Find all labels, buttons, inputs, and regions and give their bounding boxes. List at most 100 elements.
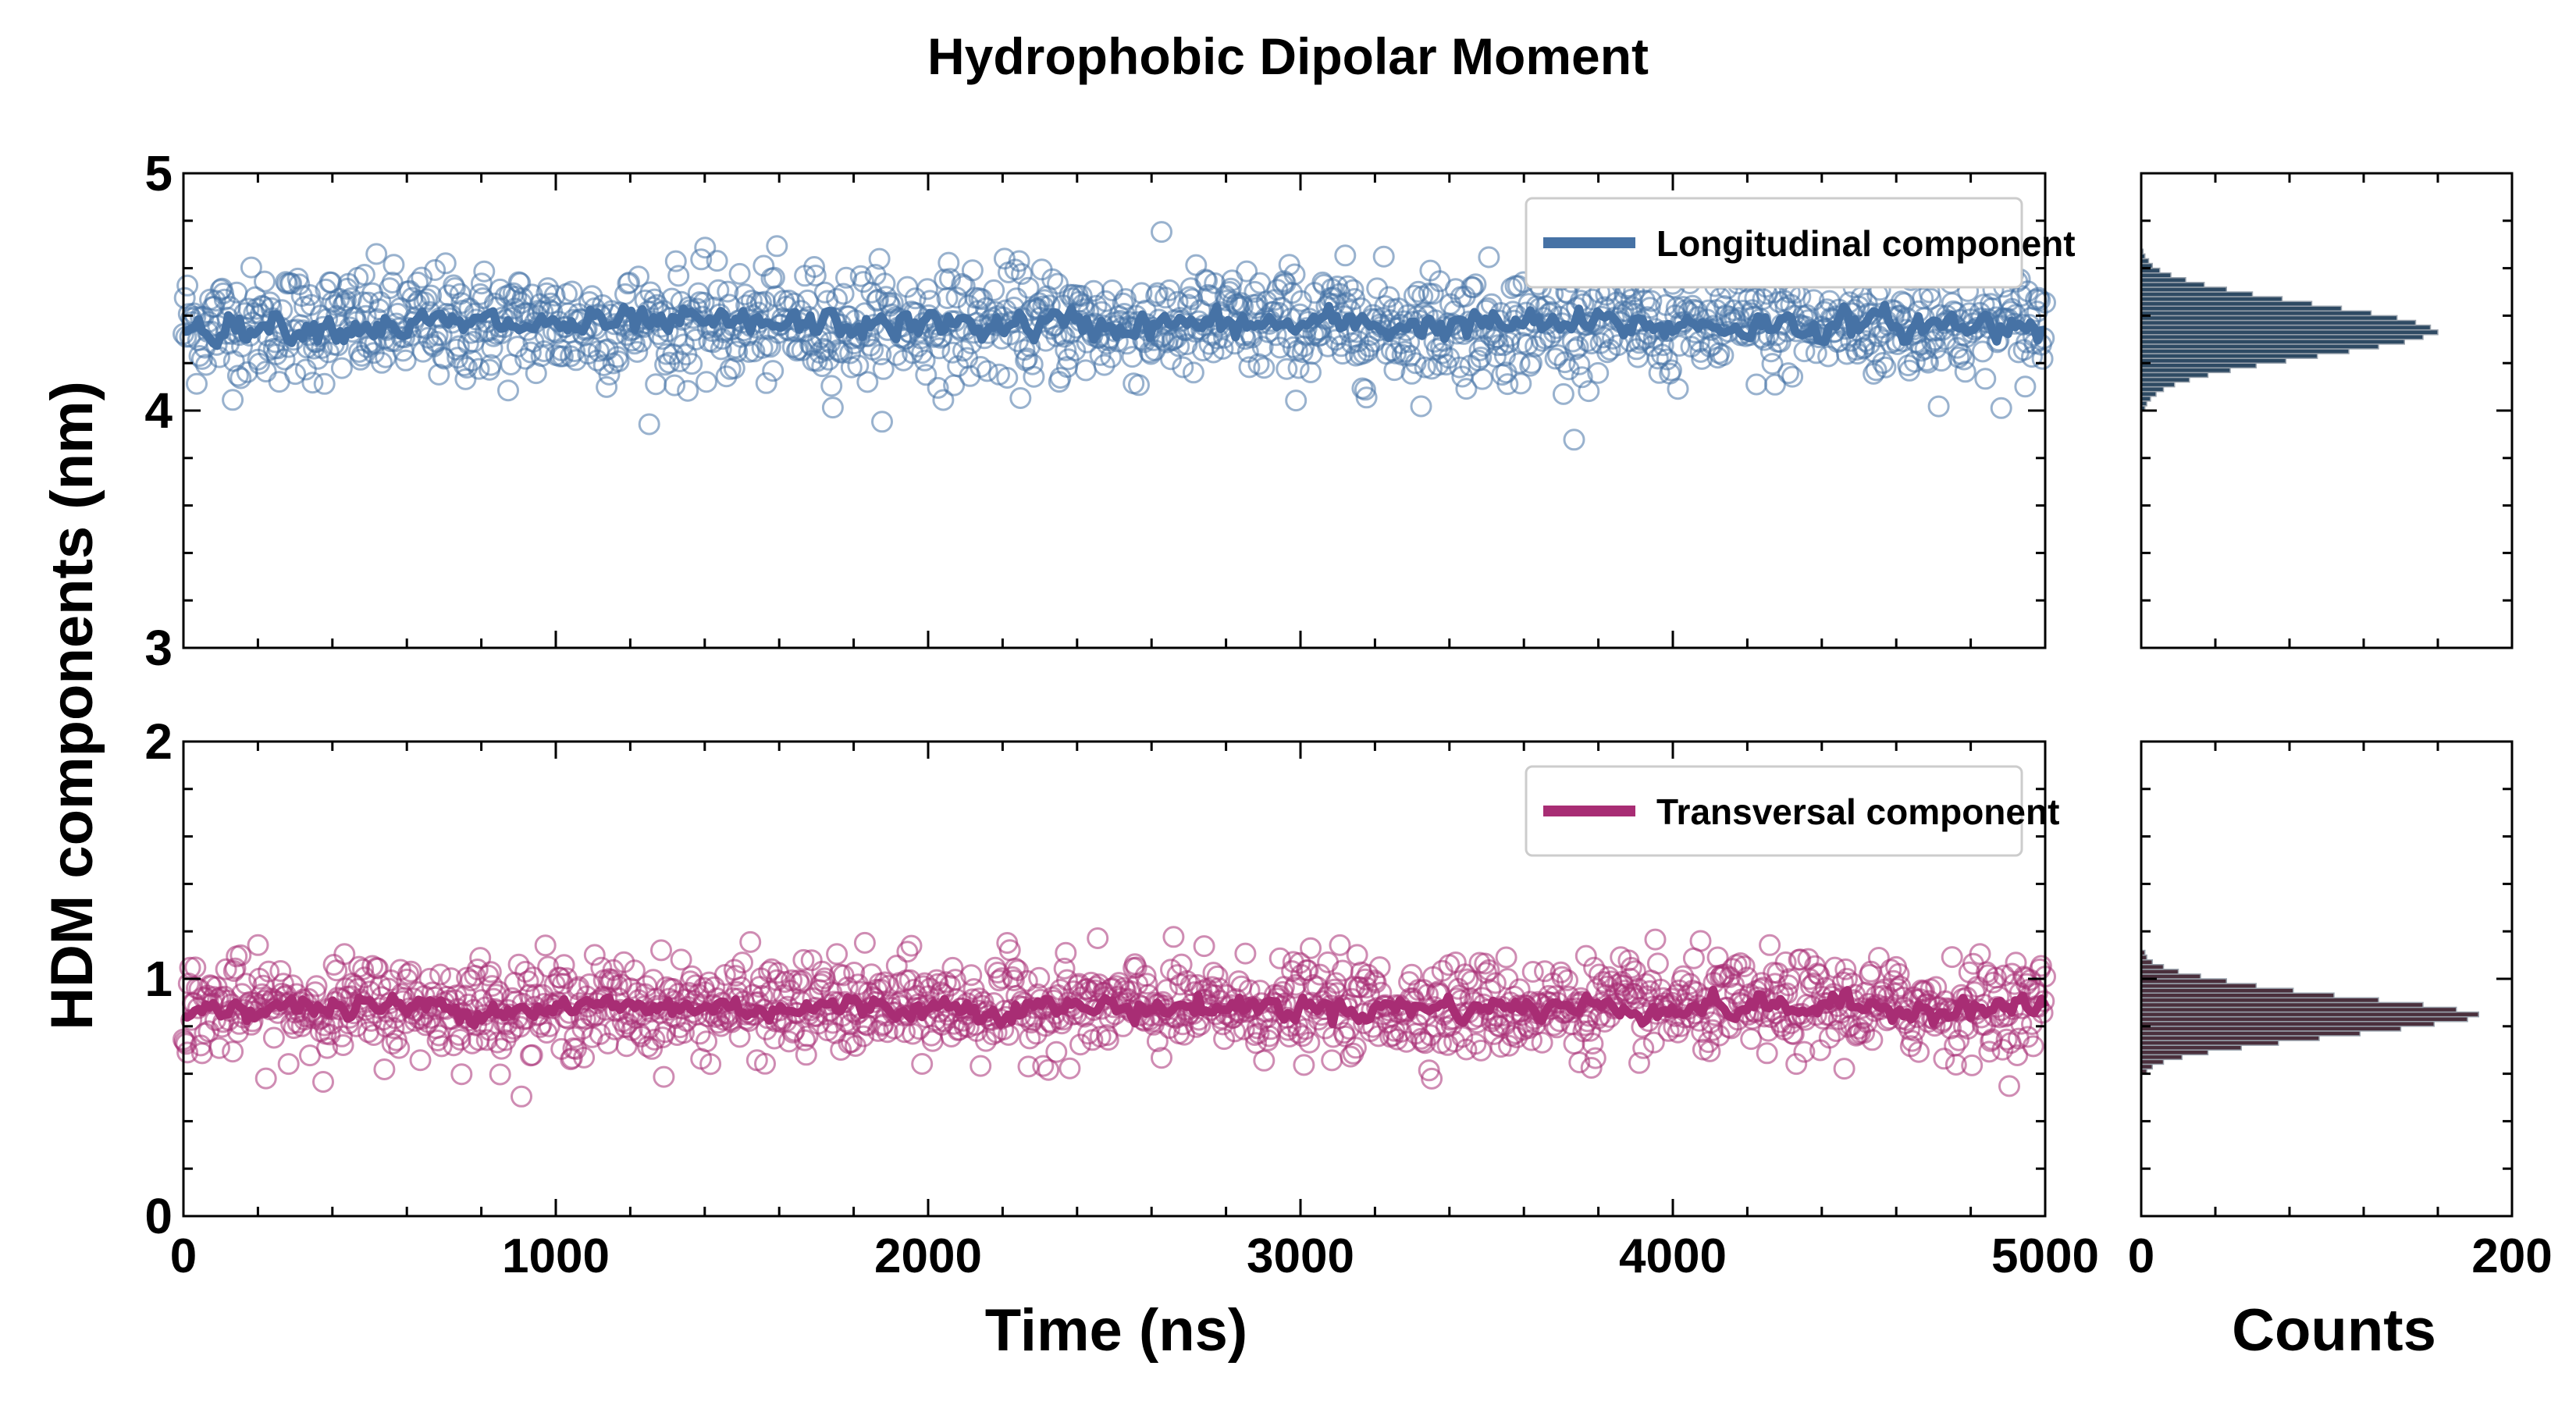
scatter-point (826, 943, 849, 966)
scatter-point (254, 270, 276, 293)
histogram-bar (2140, 357, 2286, 364)
scatter-point (1552, 382, 1574, 405)
histogram-bar (2140, 390, 2157, 397)
histogram-bar (2140, 324, 2432, 331)
scatter-point (1793, 1040, 1816, 1063)
scatter-point (870, 343, 892, 366)
scatter-point (673, 333, 695, 356)
scatter-point (176, 274, 199, 297)
hist-x-tick-label: 0 (2128, 1229, 2154, 1283)
histogram-bar (2140, 315, 2398, 322)
scatter-point (352, 958, 375, 980)
scatter-point (1646, 347, 1669, 370)
histogram-bar (2140, 310, 2372, 317)
histogram-bar (2140, 301, 2313, 307)
histogram-bar (2140, 987, 2294, 994)
bottom-time-series-panel: 0 1000 2000 3000 4000 5000 0 1 2 Transversal comp… (144, 713, 2099, 1283)
scatter-point (254, 1067, 277, 1090)
scatter-point (970, 1055, 992, 1077)
scatter-point (939, 268, 961, 290)
scatter-point (1874, 356, 1897, 379)
scatter-point (1699, 1040, 1721, 1062)
scatter-point (1920, 287, 1942, 310)
scatter-point (1008, 250, 1030, 272)
scatter-point (670, 948, 692, 971)
legend-label: Transversal component (1656, 791, 2059, 832)
scatter-point (1498, 1034, 1520, 1057)
y-tick-label: 0 (144, 1188, 173, 1244)
scatter-point (1298, 1031, 1321, 1054)
scatter-point (424, 259, 447, 281)
scatter-point (1927, 395, 1950, 418)
scatter-point (976, 360, 998, 382)
scatter-point (1861, 1029, 1884, 1051)
scatter-point (755, 372, 777, 394)
scatter-point (1544, 347, 1567, 370)
scatter-point (1901, 1030, 1923, 1052)
scatter-point (706, 250, 728, 272)
scatter-point (1016, 969, 1038, 992)
scatter-point (1853, 1022, 1876, 1044)
scatter-point (184, 956, 207, 979)
scatter-point (1136, 973, 1158, 995)
legend-box (1525, 197, 2023, 289)
scatter-point (1354, 379, 1376, 401)
scatter-point (432, 346, 454, 368)
scatter-point (1032, 1055, 1055, 1077)
histogram-bar (2140, 372, 2209, 379)
scatter-point (1640, 290, 1663, 312)
scatter-point (521, 1044, 543, 1066)
scatter-point (1004, 957, 1026, 980)
scatter-point (1055, 941, 1077, 964)
x-tick-label: 2000 (874, 1229, 982, 1283)
scatter-point (1155, 979, 1178, 1001)
scatter-point (1584, 1047, 1606, 1069)
scatter-point (1300, 361, 1322, 383)
histogram-bar (2140, 1058, 2165, 1065)
histogram-bar (2140, 362, 2257, 369)
scatter-point (1628, 1051, 1650, 1074)
scatter-point (1236, 340, 1259, 363)
scatter-point (1455, 378, 1478, 400)
scatter-point (473, 260, 496, 283)
scatter-point (1633, 289, 1656, 311)
scatter-point (1464, 273, 1487, 296)
scatter-point (1017, 276, 1040, 299)
scatter-point (1206, 965, 1229, 987)
scatter-point (469, 947, 492, 969)
scatter-point (564, 1026, 586, 1048)
scatter-point (840, 1031, 863, 1053)
scatter-point (394, 349, 417, 372)
scatter-point (983, 279, 1005, 301)
scatter-point (681, 353, 703, 375)
histogram-bar (2140, 396, 2151, 402)
scatter-point (1162, 926, 1185, 948)
scatter-point (696, 371, 717, 393)
scatter-point (900, 934, 923, 957)
scatter-point (696, 1030, 717, 1053)
scatter-point (222, 389, 244, 411)
scatter-point (1310, 324, 1332, 347)
histogram-bar (2140, 1040, 2279, 1046)
scatter-point (739, 930, 762, 953)
scatter-point (294, 358, 317, 381)
legend: Transversal component (1525, 765, 2059, 857)
scatter-point (454, 368, 477, 390)
scatter-point (1151, 221, 1172, 244)
histogram-bar (2140, 353, 2318, 359)
x-tick-label: 4000 (1619, 1229, 1727, 1283)
scatter-point (1813, 301, 1835, 323)
scatter-point (951, 272, 973, 295)
scatter-point (1763, 373, 1786, 396)
scatter-point (724, 965, 747, 987)
scatter-point (694, 237, 717, 259)
histogram-bar (2140, 1020, 2435, 1027)
x-tick-label: 1000 (502, 1229, 610, 1283)
scatter-point (795, 1044, 817, 1066)
scatter-point (821, 397, 844, 419)
scatter-point (1471, 368, 1493, 390)
scatter-point (796, 1025, 819, 1048)
scatter-point (497, 379, 519, 402)
scatter-point (1059, 1057, 1081, 1080)
scatter-point (998, 1023, 1019, 1046)
